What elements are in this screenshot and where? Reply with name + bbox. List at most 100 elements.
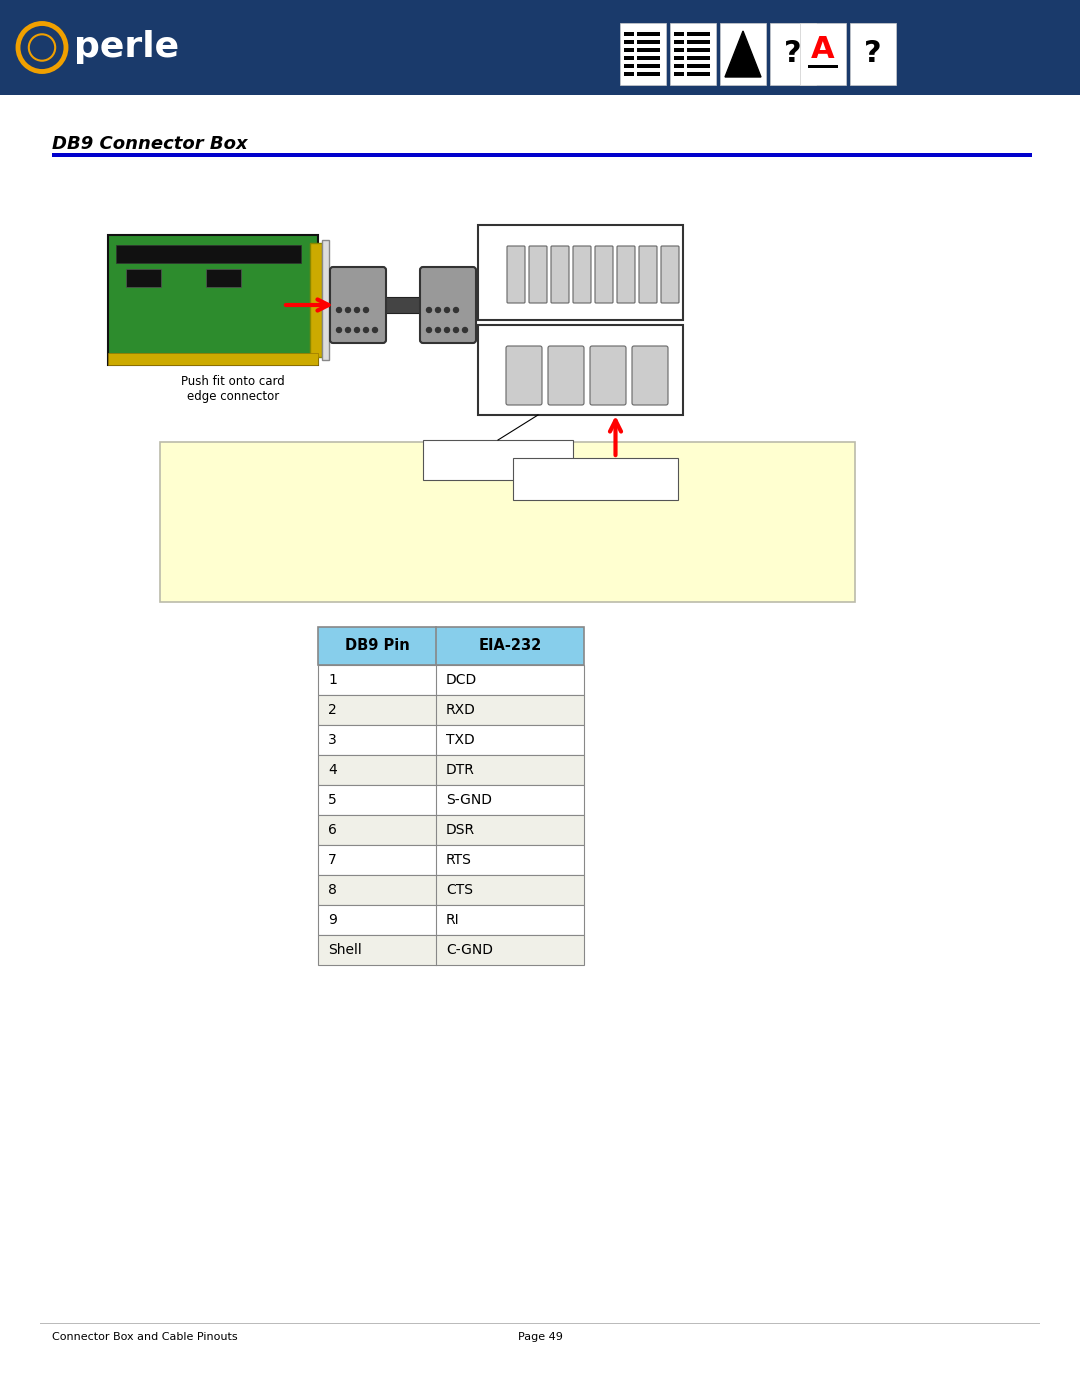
Text: Connector Box and Cable Pinouts: Connector Box and Cable Pinouts bbox=[52, 1331, 238, 1343]
FancyBboxPatch shape bbox=[639, 246, 657, 303]
Text: A: A bbox=[811, 35, 835, 63]
Bar bbox=[770, 22, 816, 85]
Bar bbox=[108, 235, 318, 365]
Text: 6: 6 bbox=[623, 300, 629, 310]
Bar bbox=[126, 270, 161, 286]
Text: RTS: RTS bbox=[446, 854, 472, 868]
FancyBboxPatch shape bbox=[507, 346, 542, 405]
Text: 4: 4 bbox=[580, 300, 584, 310]
Bar bbox=[318, 665, 584, 694]
Bar bbox=[318, 694, 584, 725]
Bar bbox=[687, 47, 710, 52]
Circle shape bbox=[346, 327, 351, 332]
Text: can be accomplished by securing the cable to a rack or to the back of the server: can be accomplished by securing the cabl… bbox=[172, 552, 683, 564]
Circle shape bbox=[462, 327, 468, 332]
Text: Shell: Shell bbox=[328, 943, 362, 957]
Text: DCD: DCD bbox=[446, 673, 477, 687]
Text: 4: 4 bbox=[648, 400, 652, 409]
Bar bbox=[318, 845, 584, 875]
FancyBboxPatch shape bbox=[617, 246, 635, 303]
Bar bbox=[674, 32, 684, 36]
Bar bbox=[637, 73, 660, 75]
Bar bbox=[478, 225, 683, 320]
Bar bbox=[423, 440, 573, 481]
Text: DSR: DSR bbox=[446, 823, 475, 837]
Bar bbox=[318, 785, 584, 814]
Text: 4: 4 bbox=[328, 763, 337, 777]
Bar bbox=[318, 754, 584, 785]
Text: 1: 1 bbox=[522, 400, 526, 409]
Bar bbox=[318, 905, 584, 935]
Circle shape bbox=[454, 307, 459, 313]
Text: perle: perle bbox=[75, 31, 179, 64]
Bar bbox=[674, 56, 684, 60]
Bar bbox=[637, 41, 660, 43]
Circle shape bbox=[445, 327, 449, 332]
Bar bbox=[720, 22, 766, 85]
Text: 3: 3 bbox=[328, 733, 337, 747]
Bar bbox=[322, 240, 329, 360]
Text: 5: 5 bbox=[328, 793, 337, 807]
Bar bbox=[687, 64, 710, 68]
Bar bbox=[687, 41, 710, 43]
Text: 3: 3 bbox=[606, 400, 610, 409]
Bar bbox=[637, 56, 660, 60]
Text: 2: 2 bbox=[536, 300, 540, 310]
Text: DTR: DTR bbox=[446, 763, 475, 777]
Bar bbox=[800, 22, 846, 85]
Bar bbox=[0, 0, 1080, 95]
Text: 7: 7 bbox=[328, 854, 337, 868]
Circle shape bbox=[364, 327, 368, 332]
Text: perle: perle bbox=[487, 358, 497, 381]
Text: 8: 8 bbox=[667, 300, 673, 310]
FancyBboxPatch shape bbox=[632, 346, 669, 405]
Text: 1: 1 bbox=[328, 673, 337, 687]
Text: RXD: RXD bbox=[446, 703, 476, 717]
Circle shape bbox=[427, 307, 432, 313]
Text: Push fit onto card
edge connector: Push fit onto card edge connector bbox=[181, 374, 285, 402]
Circle shape bbox=[364, 307, 368, 313]
FancyBboxPatch shape bbox=[507, 246, 525, 303]
Bar bbox=[637, 64, 660, 68]
Bar bbox=[624, 56, 634, 60]
FancyBboxPatch shape bbox=[590, 346, 626, 405]
Text: DB9 Connector Box: DB9 Connector Box bbox=[52, 136, 247, 154]
Text: The SPEED LE connector box cable needs to be secured or supported in case of: The SPEED LE connector box cable needs t… bbox=[172, 481, 671, 493]
Text: 7: 7 bbox=[646, 300, 650, 310]
Circle shape bbox=[354, 327, 360, 332]
Text: DB9 Pin: DB9 Pin bbox=[345, 638, 409, 654]
Circle shape bbox=[427, 327, 432, 332]
FancyBboxPatch shape bbox=[529, 246, 546, 303]
Bar bbox=[318, 725, 584, 754]
Text: 6: 6 bbox=[328, 823, 337, 837]
Text: EIA-232: EIA-232 bbox=[478, 638, 542, 654]
Circle shape bbox=[346, 307, 351, 313]
Bar bbox=[624, 47, 634, 52]
Bar bbox=[620, 22, 666, 85]
FancyBboxPatch shape bbox=[661, 246, 679, 303]
Text: 1: 1 bbox=[514, 300, 518, 310]
Circle shape bbox=[337, 327, 341, 332]
FancyBboxPatch shape bbox=[551, 246, 569, 303]
Circle shape bbox=[454, 327, 459, 332]
Bar bbox=[624, 41, 634, 43]
Text: C-GND: C-GND bbox=[446, 943, 492, 957]
FancyBboxPatch shape bbox=[573, 246, 591, 303]
Bar bbox=[674, 73, 684, 75]
Bar bbox=[687, 73, 710, 75]
Bar bbox=[674, 64, 684, 68]
Bar bbox=[318, 627, 584, 665]
FancyBboxPatch shape bbox=[330, 267, 386, 344]
Text: 2: 2 bbox=[564, 400, 568, 409]
FancyBboxPatch shape bbox=[595, 246, 613, 303]
FancyBboxPatch shape bbox=[420, 267, 476, 344]
Bar bbox=[687, 56, 710, 60]
Text: caution is taken to avoid possible damage to the SPEED LE card or Host system. T: caution is taken to avoid possible damag… bbox=[172, 528, 705, 541]
Text: Page 49: Page 49 bbox=[517, 1331, 563, 1343]
Bar bbox=[206, 270, 241, 286]
Text: Connect peripheral cable
here via  DB9  connectors: Connect peripheral cable here via DB9 co… bbox=[528, 468, 663, 490]
Bar bbox=[808, 66, 838, 68]
Circle shape bbox=[435, 307, 441, 313]
Text: CTS: CTS bbox=[446, 883, 473, 897]
Bar bbox=[318, 935, 584, 965]
